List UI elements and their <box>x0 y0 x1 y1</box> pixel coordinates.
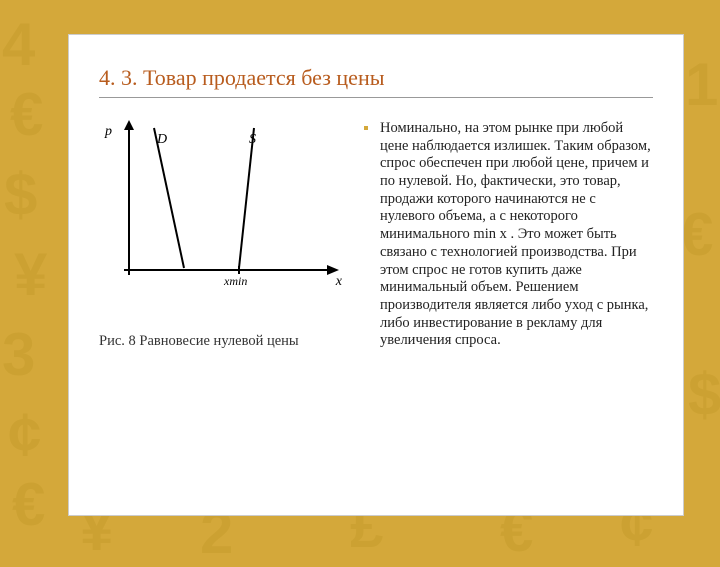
x-axis-label: x <box>336 274 342 290</box>
y-axis-label: p <box>105 124 112 140</box>
supply-demand-chart: p x D S xmin <box>99 120 344 310</box>
xmin-label: xmin <box>224 274 247 289</box>
content-columns: p x D S xmin Рис. 8 Равновесие нулевой ц… <box>99 120 653 351</box>
demand-label: D <box>157 132 167 148</box>
bullet-icon <box>364 126 368 130</box>
slide-title: 4. 3. Товар продается без цены <box>99 65 653 98</box>
supply-label: S <box>249 132 256 148</box>
left-column: p x D S xmin Рис. 8 Равновесие нулевой ц… <box>99 120 344 351</box>
chart-caption: Рис. 8 Равновесие нулевой цены <box>99 332 344 351</box>
slide-card: 4. 3. Товар продается без цены <box>68 34 684 516</box>
right-column: Номинально, на этом рынке при любой цене… <box>366 120 653 351</box>
body-text: Номинально, на этом рынке при любой цене… <box>380 120 653 350</box>
